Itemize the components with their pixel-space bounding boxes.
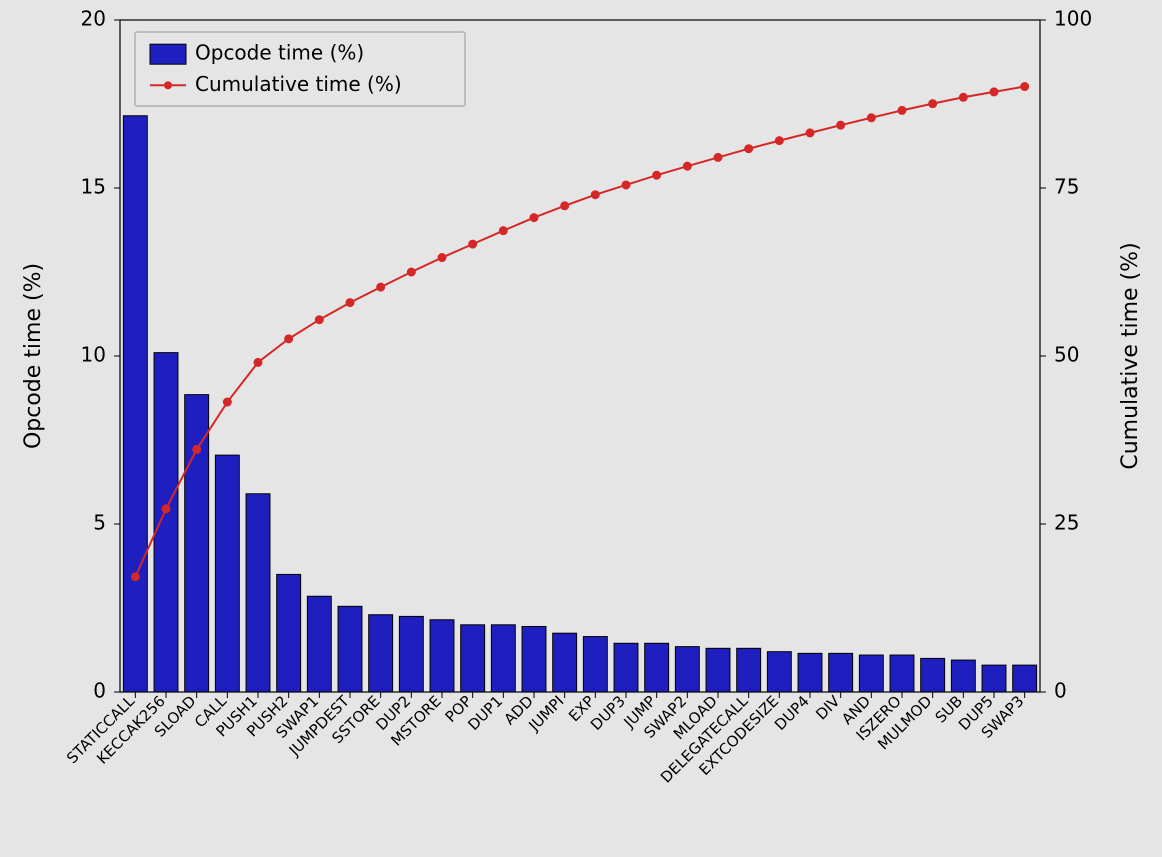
- line-marker: [745, 145, 753, 153]
- bar: [399, 616, 423, 692]
- line-marker: [653, 171, 661, 179]
- bar: [951, 660, 975, 692]
- y2-tick-label: 75: [1054, 175, 1079, 199]
- bar: [123, 116, 147, 692]
- line-marker: [806, 129, 814, 137]
- line-marker: [1021, 83, 1029, 91]
- bar: [675, 647, 699, 692]
- line-marker: [131, 573, 139, 581]
- y2-tick-label: 50: [1054, 343, 1079, 367]
- bar: [522, 626, 546, 692]
- bar: [921, 658, 945, 692]
- bar: [583, 637, 607, 692]
- bar: [246, 494, 270, 692]
- line-marker: [162, 505, 170, 513]
- y1-tick-label: 15: [81, 175, 106, 199]
- bar: [859, 655, 883, 692]
- line-marker: [959, 93, 967, 101]
- line-marker: [867, 114, 875, 122]
- bar: [706, 648, 730, 692]
- bar: [307, 596, 331, 692]
- chart-svg: 051015200255075100STATICCALLKECCAK256SLO…: [0, 0, 1162, 857]
- bar: [215, 455, 239, 692]
- y1-tick-label: 5: [93, 511, 106, 535]
- line-marker: [683, 162, 691, 170]
- line-marker: [285, 335, 293, 343]
- bar: [798, 653, 822, 692]
- y1-axis-label: Opcode time (%): [21, 263, 46, 449]
- bar: [982, 665, 1006, 692]
- line-marker: [193, 445, 201, 453]
- bar: [154, 353, 178, 692]
- bar: [645, 643, 669, 692]
- line-marker: [591, 191, 599, 199]
- line-marker: [622, 181, 630, 189]
- y2-tick-label: 0: [1054, 679, 1067, 703]
- line-marker: [714, 153, 722, 161]
- bar: [277, 574, 301, 692]
- bar: [829, 653, 853, 692]
- y1-tick-label: 0: [93, 679, 106, 703]
- line-marker: [407, 268, 415, 276]
- line-marker: [469, 240, 477, 248]
- bar: [461, 625, 485, 692]
- line-marker: [377, 283, 385, 291]
- line-marker: [929, 100, 937, 108]
- bar: [369, 615, 393, 692]
- line-marker: [775, 137, 783, 145]
- y2-tick-label: 100: [1054, 7, 1092, 31]
- legend-line-label: Cumulative time (%): [195, 72, 402, 96]
- pareto-chart: 051015200255075100STATICCALLKECCAK256SLO…: [0, 0, 1162, 857]
- bar: [553, 633, 577, 692]
- line-marker: [837, 121, 845, 129]
- legend: Opcode time (%) Cumulative time (%): [135, 32, 465, 106]
- line-marker: [223, 398, 231, 406]
- bar: [614, 643, 638, 692]
- line-marker: [561, 202, 569, 210]
- line-marker: [315, 316, 323, 324]
- bar: [737, 648, 761, 692]
- line-marker: [530, 214, 538, 222]
- y1-tick-label: 20: [81, 7, 106, 31]
- y2-axis-label: Cumulative time (%): [1118, 242, 1143, 469]
- legend-bar-label: Opcode time (%): [195, 41, 364, 65]
- line-marker: [254, 358, 262, 366]
- bar: [430, 620, 454, 692]
- y1-tick-label: 10: [81, 343, 106, 367]
- bar: [1013, 665, 1037, 692]
- line-marker: [499, 227, 507, 235]
- line-marker: [898, 106, 906, 114]
- y2-tick-label: 25: [1054, 511, 1079, 535]
- bar: [767, 652, 791, 692]
- bar: [338, 606, 362, 692]
- line-marker: [438, 254, 446, 262]
- line-marker: [990, 88, 998, 96]
- bar: [491, 625, 515, 692]
- bar: [185, 395, 209, 692]
- line-marker: [346, 299, 354, 307]
- bar: [890, 655, 914, 692]
